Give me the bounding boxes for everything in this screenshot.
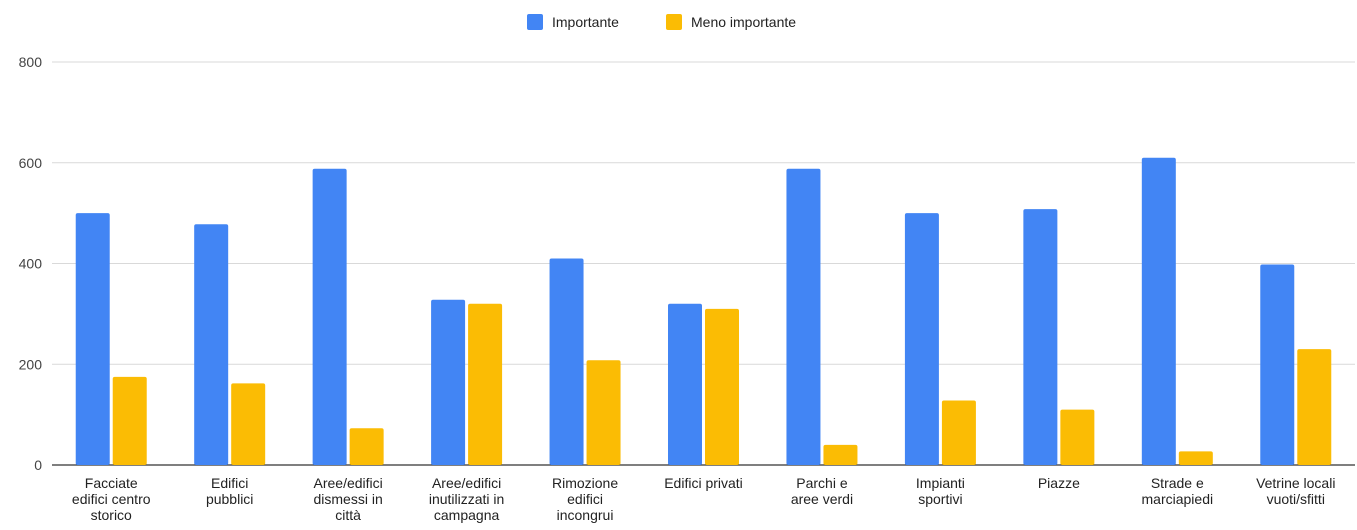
bar-importante [1260,264,1295,465]
bar-importante [1141,157,1176,465]
bar-importante [904,213,939,465]
bar-meno-importante [705,308,739,465]
legend-item: Meno importante [666,14,796,30]
x-category-label-line: Facciate [85,475,138,491]
bar-meno-importante [941,400,976,465]
x-category-label: Facciate edifici centro storico [72,475,151,523]
x-category-label-line: incongrui [557,507,614,523]
x-category-label-line: città [335,507,361,523]
x-axis-labels: Facciate edifici centro storico Edifici pubb… [72,475,1336,523]
x-category-label-line: Strade e [1151,475,1204,491]
legend-item: Importante [527,14,619,30]
legend-label: Meno importante [691,14,796,30]
x-category-label-line: Vetrine locali [1256,475,1335,491]
x-category-label-line: Rimozione [552,475,618,491]
x-category-label-line: Edifici [211,475,248,491]
bar-meno-importante [586,360,621,465]
x-category-label-line: edifici centro [72,491,151,507]
legend-label: Importante [552,14,619,30]
x-category-label-line: Edifici privati [664,475,743,491]
x-category-label-line: edifici [567,491,603,507]
x-category-label-line: dismessi in [314,491,383,507]
bar-meno-importante [349,428,384,465]
x-category-label-line: Piazze [1038,475,1080,491]
bar-meno-importante [1297,349,1332,465]
bar-group [194,224,266,465]
x-category-label-line: marciapiedi [1142,491,1214,507]
x-category-label: Strade e marciapiedi [1142,475,1214,507]
legend-swatch-meno-importante [666,14,682,30]
bar-group [312,168,384,466]
bar-group [75,213,147,465]
bar-group [786,168,858,466]
bar-importante [194,224,229,465]
legend: Importante Meno importante [527,14,796,30]
x-category-label-line: aree verdi [791,491,853,507]
x-category-label: Edifici privati [664,475,743,491]
x-category-label-line: campagna [434,507,500,523]
bar-importante [549,258,584,465]
x-category-label: Piazze [1038,475,1080,491]
y-tick-label: 600 [19,155,43,171]
legend-swatch-importante [527,14,543,30]
y-tick-label: 0 [34,457,42,473]
bar-importante [786,168,821,466]
bar-importante [312,168,347,466]
x-category-label-line: vuoti/sfitti [1267,491,1325,507]
x-category-label: Edifici pubblici [206,475,253,507]
x-category-label-line: Parchi e [796,475,848,491]
bar-importante [431,299,466,465]
bars [75,157,1332,466]
x-category-label-line: Impianti [916,475,965,491]
x-category-label-line: pubblici [206,491,253,507]
y-axis-ticks: 0 200 400 600 800 [19,54,43,473]
bar-meno-importante [1060,409,1095,465]
x-category-label: Rimozione edifici incongrui [552,475,618,523]
bar-importante [75,213,110,465]
bar-meno-importante [112,376,147,465]
bar-group [431,299,503,465]
x-category-label-line: inutilizzati in [429,491,504,507]
gridlines [52,61,1355,466]
bar-meno-importante [231,383,266,465]
bar-meno-importante [468,303,503,465]
x-category-label: Parchi e aree verdi [791,475,853,507]
bar-group [549,258,621,465]
x-category-label: Vetrine locali vuoti/sfitti [1256,475,1335,507]
bar-importante [1023,209,1058,465]
bar-meno-importante [823,444,858,465]
y-tick-label: 800 [19,54,43,70]
y-tick-label: 200 [19,356,43,372]
y-tick-label: 400 [19,256,43,272]
bar-group [1023,209,1095,465]
bar-importante [668,303,702,465]
x-category-label-line: Aree/edifici [314,475,383,491]
x-category-label: Aree/edifici inutilizzati in campagna [429,475,504,523]
x-category-label: Aree/edifici dismessi in città [314,475,383,523]
x-category-label: Impianti sportivi [916,475,965,507]
bar-group [904,213,976,465]
bar-group [1141,157,1213,465]
x-category-label-line: sportivi [918,491,962,507]
x-category-label-line: storico [91,507,132,523]
bar-meno-importante [1178,451,1213,465]
bar-group [668,303,739,465]
bar-group [1260,264,1332,465]
x-category-label-line: Aree/edifici [432,475,501,491]
